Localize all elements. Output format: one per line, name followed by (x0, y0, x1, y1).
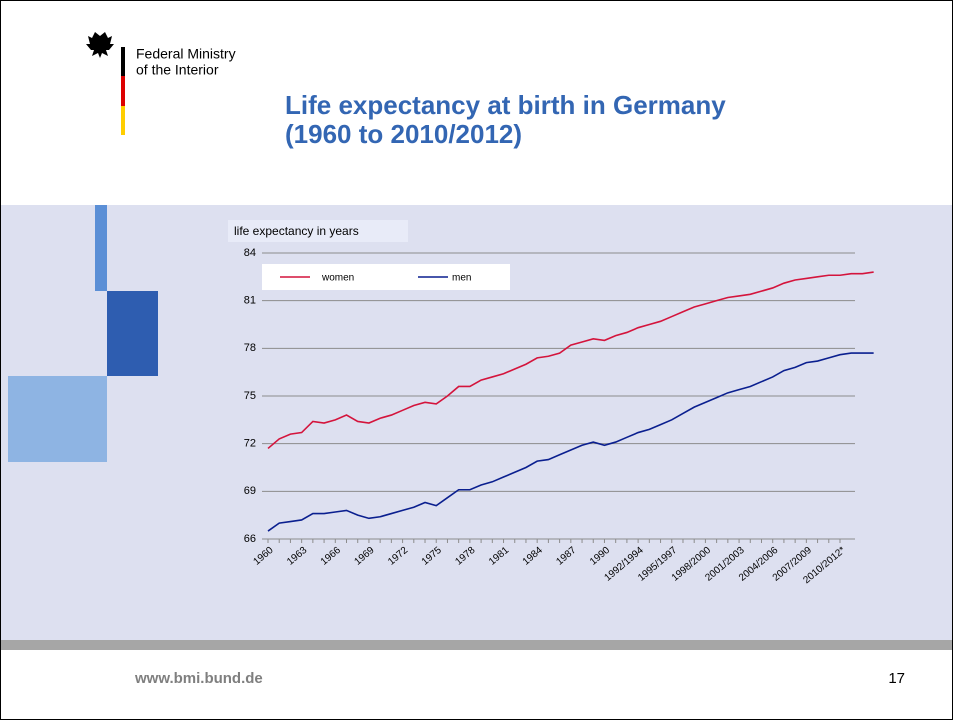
series-line (267, 271, 874, 450)
footer-url: www.bmi.bund.de (134, 670, 263, 687)
ministry-name: of the Interior (136, 62, 219, 78)
deco-square (8, 376, 107, 462)
axis-label-box (228, 220, 408, 242)
y-tick-label: 78 (244, 342, 256, 354)
legend-label: men (452, 273, 471, 284)
y-axis-label: life expectancy in years (234, 224, 359, 238)
legend-label: women (321, 273, 354, 284)
deco-square (95, 205, 107, 291)
logo (86, 32, 125, 135)
page-number: 17 (888, 670, 905, 687)
y-tick-label: 66 (244, 533, 256, 545)
chart-title: (1960 to 2010/2012) (285, 119, 522, 149)
y-tick-label: 75 (244, 390, 256, 402)
series-line (267, 352, 874, 532)
chart-title: Life expectancy at birth in Germany (285, 90, 726, 120)
y-tick-label: 81 (244, 295, 256, 307)
ministry-name: Federal Ministry (136, 46, 236, 62)
y-tick-label: 69 (244, 485, 256, 497)
deco-square (107, 291, 158, 376)
y-tick-label: 72 (244, 438, 256, 450)
y-tick-label: 84 (244, 247, 256, 259)
footer-bar (1, 640, 952, 650)
